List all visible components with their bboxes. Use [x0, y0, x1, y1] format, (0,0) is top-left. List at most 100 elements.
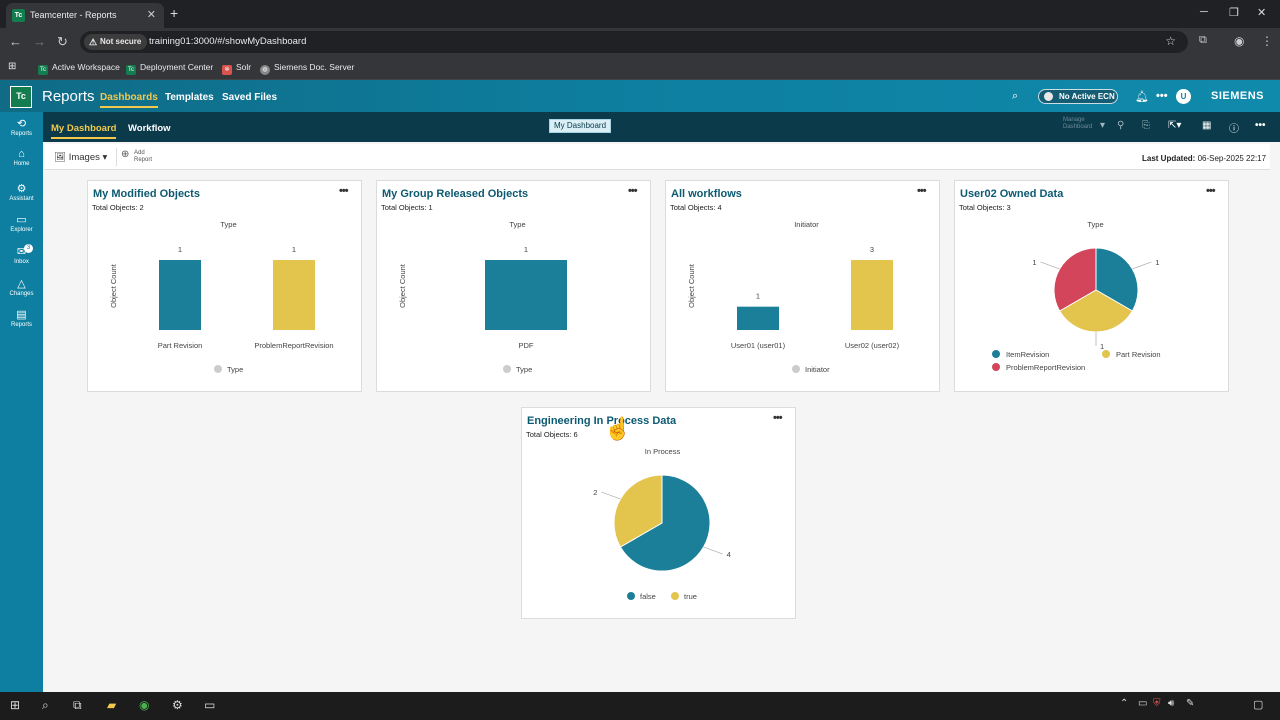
profile-icon[interactable]: ◉ — [1234, 34, 1245, 48]
windows-icon[interactable]: ⊞ — [10, 698, 21, 712]
bookmark-star-icon[interactable]: ☆ — [1165, 34, 1176, 48]
rail-inbox[interactable]: ✉ Inbox — [0, 245, 43, 265]
forward-icon[interactable]: → — [33, 34, 46, 49]
pen-icon[interactable]: ✎ — [1186, 698, 1195, 709]
rail-label: Home — [13, 161, 30, 167]
rail-reports-2[interactable]: ▤ Reports — [0, 308, 43, 328]
more-icon[interactable]: ••• — [1156, 90, 1168, 102]
report-card-user02-owned[interactable]: User02 Owned Data Total Objects: 3 ••• T… — [954, 180, 1229, 392]
card-total: Total Objects: 1 — [381, 203, 433, 212]
omnibox[interactable]: ⚠ Not secure training01:3000/#/showMyDash… — [80, 31, 1188, 53]
add-report-button[interactable]: ⊕ Add Report — [121, 150, 156, 164]
card-title[interactable]: User02 Owned Data — [960, 188, 1064, 200]
new-tab-icon[interactable]: + — [170, 5, 179, 21]
copy-icon[interactable]: ⎘ — [1142, 120, 1150, 131]
info-icon[interactable]: ⓘ — [1229, 124, 1239, 135]
nav-dashboards[interactable]: Dashboards — [100, 92, 158, 108]
url-text[interactable]: training01:3000/#/showMyDashboard — [149, 36, 307, 47]
ecn-chip[interactable]: No Active ECN — [1038, 89, 1118, 104]
card-title[interactable]: My Group Released Objects — [382, 188, 529, 200]
bookmarks-bar: ⊞ Tc Active Workspace Tc Deployment Center… — [0, 56, 1280, 80]
rail-assistant[interactable]: ⚙ Assistant — [0, 182, 43, 202]
volume-icon[interactable]: 🔊︎ — [1168, 698, 1175, 709]
more-icon[interactable]: ••• — [1255, 120, 1266, 131]
bar — [159, 260, 201, 330]
bookmark-label: Active Workspace — [52, 62, 120, 72]
card-title[interactable]: All workflows — [671, 188, 742, 200]
back-icon[interactable]: ← — [9, 34, 22, 49]
images-dropdown[interactable]: 🖼︎ Images ▾ — [54, 152, 108, 163]
bookmark-label: Solr — [236, 62, 252, 72]
chart-engineering-in-process: In Process 4 2 false true — [593, 447, 731, 601]
security-tray-icon[interactable]: ⛨ — [1153, 698, 1161, 709]
bookmark-solr[interactable]: ✲ Solr — [222, 62, 251, 75]
card-more-icon[interactable]: ••• — [773, 412, 783, 424]
rail-label: Assistant — [9, 196, 34, 202]
card-total: Total Objects: 6 — [526, 430, 578, 439]
report-card-modified-objects[interactable]: My Modified Objects Total Objects: 2 •••… — [87, 180, 362, 392]
chrome-icon[interactable]: ◉ — [139, 698, 150, 712]
layout-icon[interactable]: ▦ — [1202, 120, 1212, 131]
export-icon[interactable]: ⇱▾ — [1168, 120, 1182, 131]
manage-dashboard-button[interactable]: Manage Dashboard — [1063, 117, 1097, 131]
notifications-icon[interactable]: ▢ — [1253, 699, 1264, 711]
report-card-group-released[interactable]: My Group Released Objects Total Objects:… — [376, 180, 651, 392]
settings-icon[interactable]: ⚙ — [172, 698, 183, 712]
apps-grid-icon[interactable]: ⊞ — [8, 61, 17, 72]
file-explorer-icon[interactable]: ▰ — [107, 698, 117, 712]
card-more-icon[interactable]: ••• — [917, 185, 927, 197]
reload-icon[interactable]: ↻ — [57, 34, 68, 49]
breadcrumb: My Dashboard — [549, 119, 612, 133]
chevron-down-icon[interactable]: ▾ — [1100, 120, 1106, 131]
card-total: Total Objects: 4 — [670, 203, 722, 212]
bookmark-deployment-center[interactable]: Tc Deployment Center — [126, 62, 213, 75]
card-more-icon[interactable]: ••• — [1206, 185, 1216, 197]
legend-label: Initiator — [805, 365, 830, 374]
search-icon[interactable]: ⌕ — [1012, 90, 1019, 102]
security-chip[interactable]: ⚠ Not secure — [84, 34, 148, 50]
left-rail — [0, 112, 43, 692]
terminal-icon[interactable]: ▭ — [204, 698, 216, 712]
rail-changes[interactable]: △ Changes — [0, 277, 43, 297]
close-tab-icon[interactable]: ✕ — [146, 9, 156, 21]
globe-icon: ◍ — [260, 65, 270, 75]
network-icon[interactable]: ▭ — [1138, 698, 1148, 709]
nav-templates[interactable]: Templates — [165, 92, 214, 103]
legend-swatch — [992, 363, 1000, 371]
card-more-icon[interactable]: ••• — [628, 185, 638, 197]
sub-header — [43, 112, 1280, 142]
teamcenter-bookmark-icon: Tc — [126, 65, 136, 75]
card-title[interactable]: Engineering In Process Data — [527, 415, 677, 427]
tab-my-dashboard[interactable]: My Dashboard — [51, 123, 117, 139]
chrome-menu-icon[interactable]: ⋮ — [1261, 34, 1273, 48]
rail-label: Reports — [10, 322, 32, 328]
card-more-icon[interactable]: ••• — [339, 185, 349, 197]
siemens-logo: SIEMENS — [1211, 90, 1265, 102]
legend-label: false — [640, 592, 656, 601]
last-updated-value: 06-Sep-2025 22:17 — [1197, 154, 1267, 163]
tab-workflow[interactable]: Workflow — [128, 123, 171, 134]
report-card-engineering-in-process[interactable]: Engineering In Process Data Total Object… — [521, 407, 796, 619]
pin-icon[interactable]: ⚲ — [1117, 120, 1125, 131]
bookmark-active-workspace[interactable]: Tc Active Workspace — [38, 62, 120, 75]
report-card-all-workflows[interactable]: All workflows Total Objects: 4 ••• Initi… — [665, 180, 940, 392]
rail-home[interactable]: ⌂ Home — [0, 148, 43, 167]
card-title[interactable]: My Modified Objects — [93, 188, 200, 200]
rail-reports[interactable]: ⟲ Reports — [0, 117, 43, 137]
dashboard-toolbar — [45, 144, 1270, 170]
tray-chevron-icon[interactable]: ⌃ — [1120, 698, 1129, 709]
task-view-icon[interactable]: ⧉ — [73, 698, 82, 712]
browser-tab[interactable]: Tc Teamcenter - Reports ✕ — [6, 3, 164, 28]
minimize-icon[interactable]: ─ — [1200, 6, 1208, 18]
nav-saved-files[interactable]: Saved Files — [222, 92, 278, 103]
bell-icon[interactable]: 🔔︎ — [1135, 91, 1149, 103]
close-window-icon[interactable]: ✕ — [1257, 7, 1267, 19]
search-icon[interactable]: ⌕ — [42, 698, 49, 712]
restore-icon[interactable]: ❐ — [1229, 7, 1239, 19]
cast-icon[interactable]: ⧉ — [1199, 34, 1207, 46]
bookmark-siemens-doc[interactable]: ◍ Siemens Doc. Server — [260, 62, 354, 75]
rail-explorer[interactable]: ▭ Explorer — [0, 213, 43, 233]
avatar[interactable]: U — [1176, 89, 1191, 104]
legend-label: Type — [227, 365, 243, 374]
legend-swatch — [503, 365, 511, 373]
